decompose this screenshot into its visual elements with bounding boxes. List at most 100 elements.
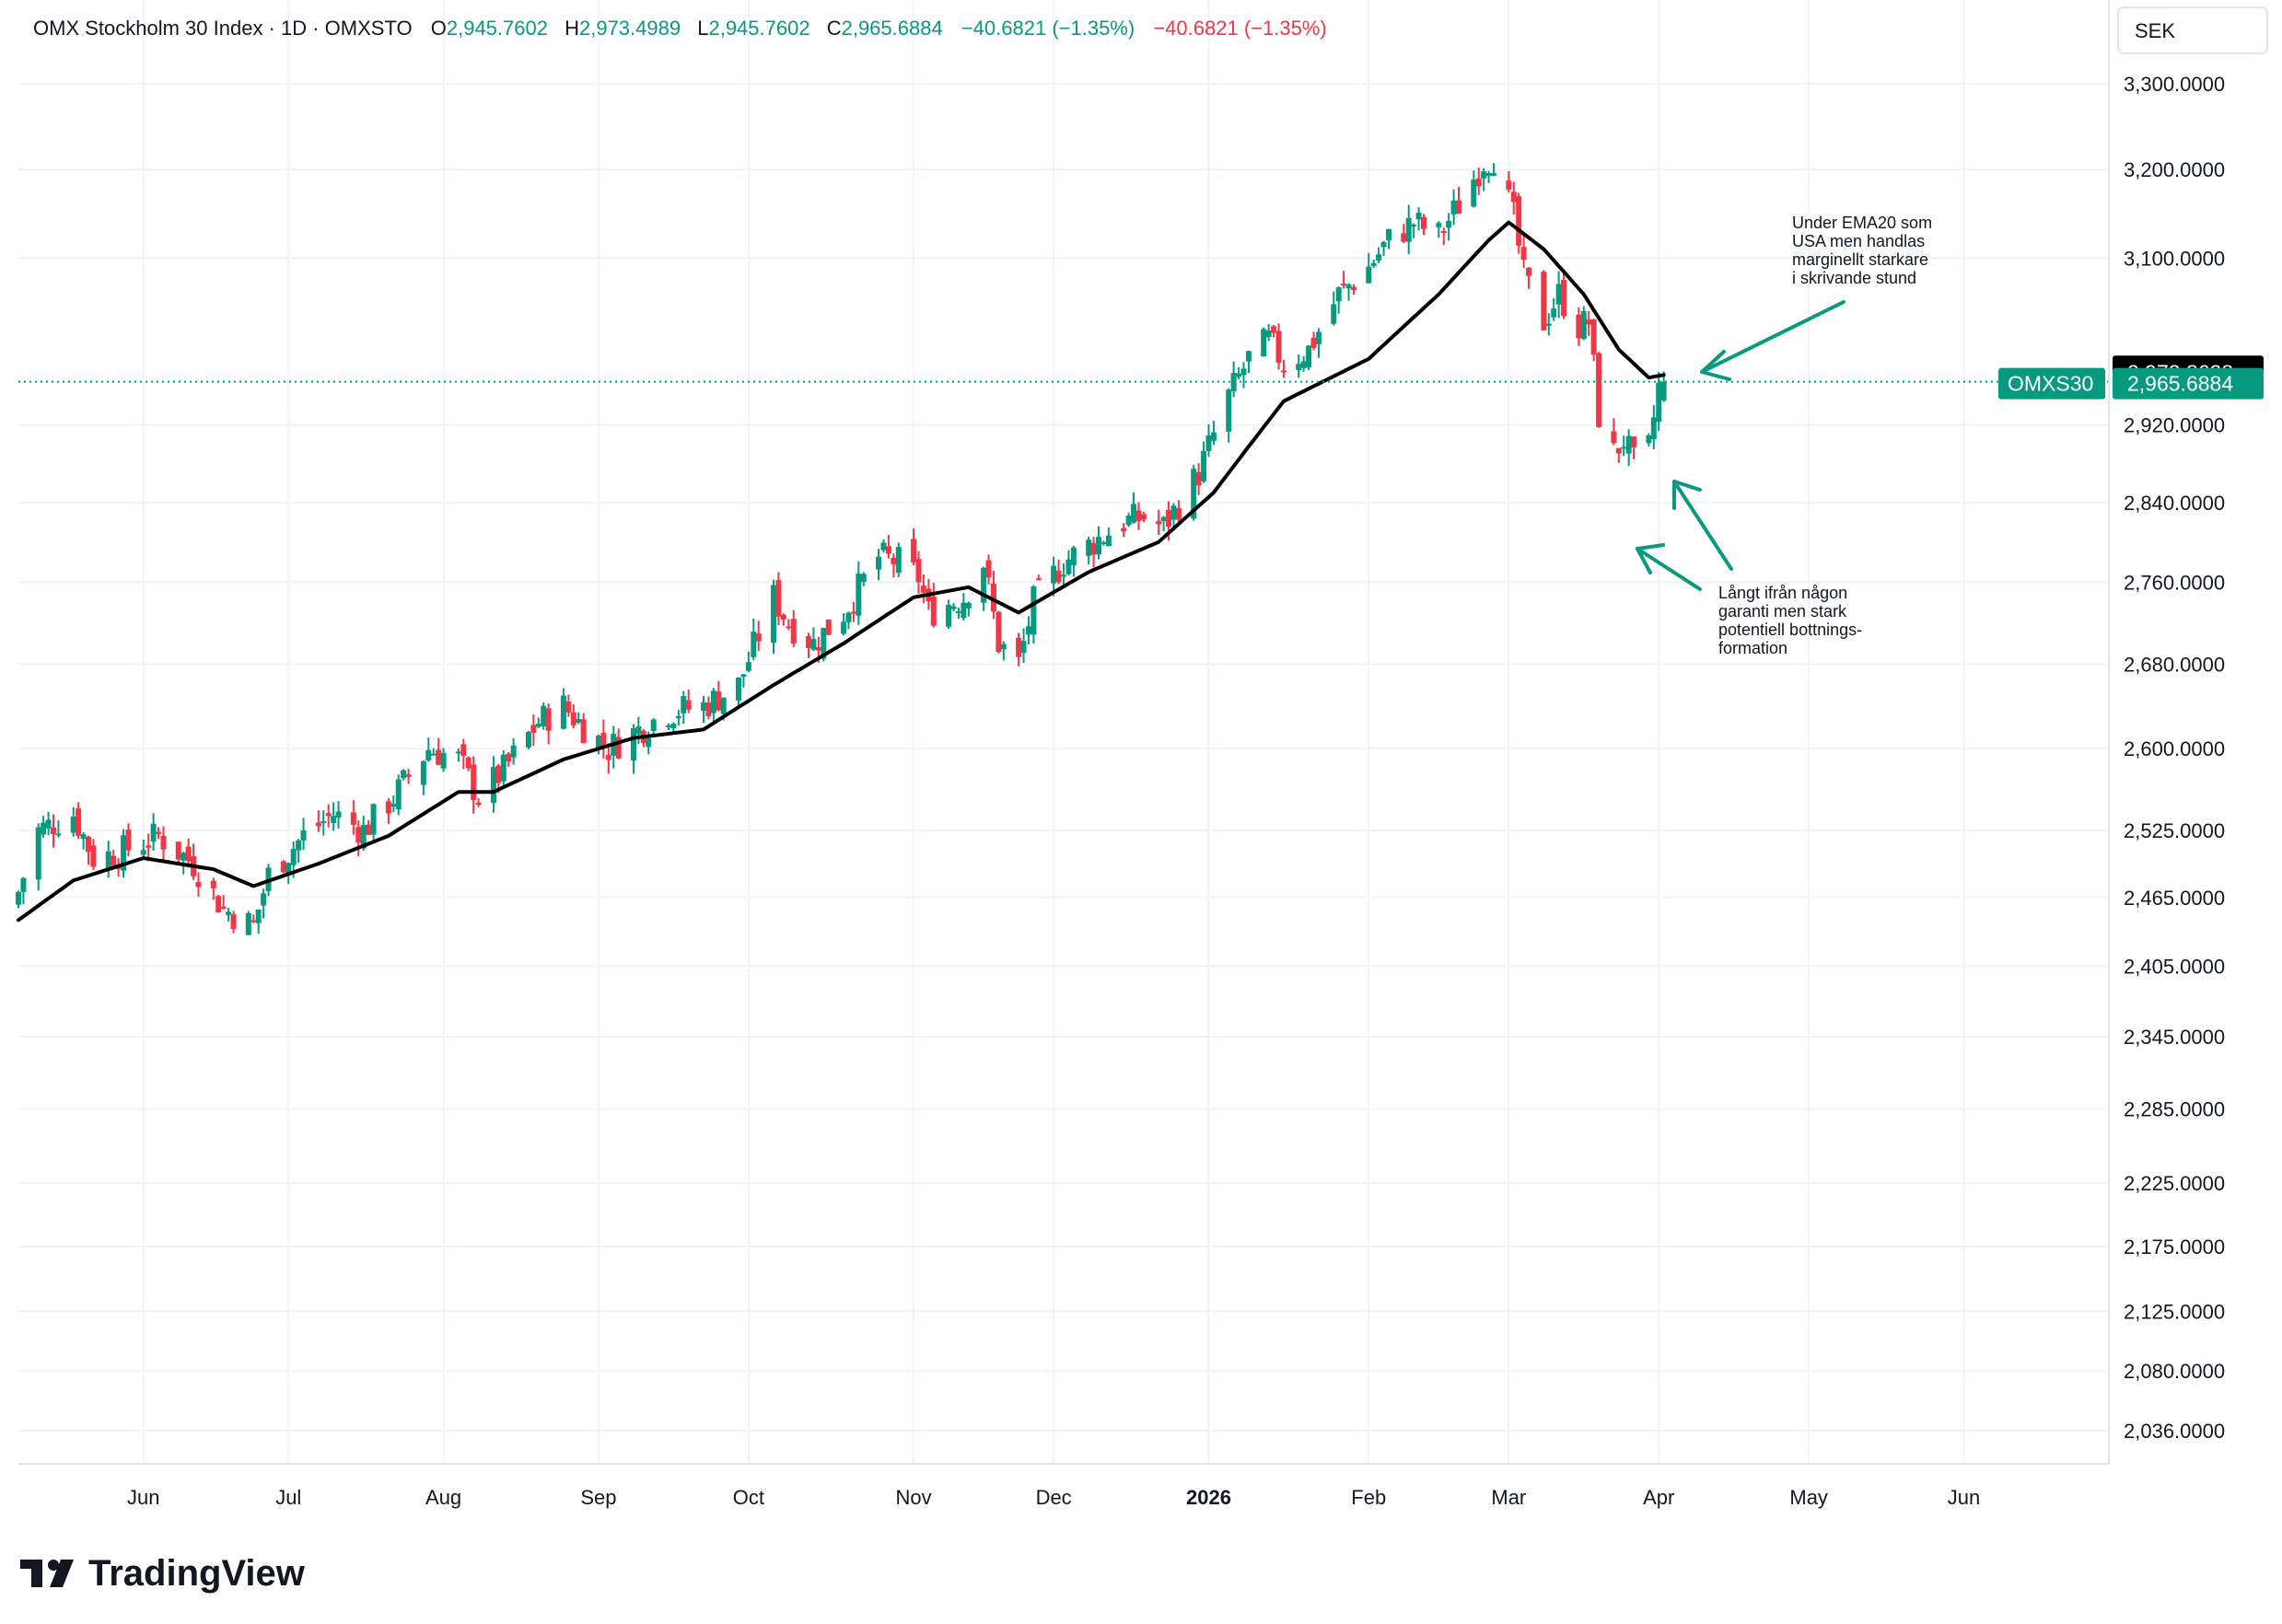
- candle-body[interactable]: [140, 850, 146, 855]
- candle-body[interactable]: [560, 695, 566, 729]
- candle-body[interactable]: [395, 779, 402, 810]
- candle-body[interactable]: [1436, 223, 1442, 227]
- candle-body[interactable]: [1541, 272, 1547, 331]
- candle-body[interactable]: [1615, 447, 1622, 454]
- candle-body[interactable]: [1516, 196, 1522, 246]
- candle-body[interactable]: [745, 662, 751, 671]
- candle-body[interactable]: [790, 619, 797, 644]
- candle-body[interactable]: [1226, 389, 1232, 432]
- candle-body[interactable]: [1376, 254, 1382, 261]
- candle-body[interactable]: [76, 808, 82, 836]
- candle-body[interactable]: [1366, 266, 1372, 284]
- candle-body[interactable]: [41, 822, 47, 835]
- candle-body[interactable]: [650, 719, 657, 732]
- candle-body[interactable]: [775, 580, 782, 618]
- candle-body[interactable]: [1385, 228, 1391, 241]
- candle-body[interactable]: [576, 719, 582, 723]
- candle-body[interactable]: [685, 700, 692, 710]
- candle-body[interactable]: [475, 802, 482, 806]
- annotation-bottom[interactable]: Långt ifrån någon garanti men stark pote…: [1718, 584, 1862, 657]
- candle-body[interactable]: [55, 833, 62, 836]
- candle-body[interactable]: [1105, 535, 1112, 547]
- candle-body[interactable]: [1000, 644, 1007, 650]
- candle-body[interactable]: [1370, 262, 1377, 266]
- candle-body[interactable]: [1440, 231, 1447, 234]
- candle-body[interactable]: [1236, 373, 1242, 377]
- candle-body[interactable]: [385, 801, 391, 814]
- candle-body[interactable]: [1140, 514, 1147, 520]
- candle-body[interactable]: [430, 753, 437, 756]
- candle-body[interactable]: [290, 849, 297, 865]
- candle-body[interactable]: [525, 732, 531, 748]
- candle-body[interactable]: [1055, 570, 1062, 583]
- candle-body[interactable]: [226, 911, 232, 915]
- candle-body[interactable]: [1491, 172, 1497, 176]
- candle-body[interactable]: [510, 745, 517, 758]
- candle-body[interactable]: [1590, 319, 1597, 355]
- candle-body[interactable]: [915, 559, 922, 583]
- candle-body[interactable]: [455, 751, 461, 754]
- candle-body[interactable]: [1025, 626, 1031, 635]
- candle-body[interactable]: [146, 845, 152, 848]
- candle-body[interactable]: [1315, 331, 1321, 344]
- candle-body[interactable]: [180, 853, 187, 861]
- candle-body[interactable]: [876, 556, 882, 570]
- candle-body[interactable]: [806, 635, 812, 648]
- candle-body[interactable]: [1335, 287, 1342, 302]
- candle-body[interactable]: [1545, 323, 1552, 326]
- candle-body[interactable]: [1300, 361, 1307, 368]
- candle-body[interactable]: [1656, 382, 1662, 423]
- candle-body[interactable]: [245, 913, 251, 935]
- candle-body[interactable]: [500, 754, 506, 782]
- candle-body[interactable]: [646, 738, 652, 748]
- candle-body[interactable]: [1510, 191, 1517, 203]
- candle-body[interactable]: [215, 896, 222, 912]
- candle-body[interactable]: [705, 702, 712, 717]
- candle-body[interactable]: [1131, 504, 1137, 523]
- candle-body[interactable]: [210, 880, 216, 888]
- candle-body[interactable]: [950, 606, 957, 609]
- candle-body[interactable]: [1156, 520, 1162, 525]
- candle-body[interactable]: [121, 835, 127, 871]
- candle-body[interactable]: [880, 542, 887, 551]
- candle-body[interactable]: [1446, 220, 1452, 228]
- candle-body[interactable]: [315, 822, 321, 827]
- arrow-bottom-left[interactable]: [1636, 543, 1702, 591]
- candle-body[interactable]: [1350, 286, 1356, 291]
- candle-body[interactable]: [841, 621, 847, 634]
- candle-body[interactable]: [255, 909, 262, 923]
- candle-body[interactable]: [995, 611, 1002, 653]
- candle-body[interactable]: [675, 715, 681, 719]
- candle-body[interactable]: [1051, 565, 1057, 584]
- candle-body[interactable]: [1240, 368, 1247, 376]
- candle-body[interactable]: [1456, 200, 1462, 215]
- candle-body[interactable]: [1481, 171, 1487, 179]
- candle-body[interactable]: [401, 770, 407, 779]
- candle-body[interactable]: [1625, 435, 1632, 454]
- candle-body[interactable]: [1245, 351, 1252, 362]
- candle-body[interactable]: [885, 546, 891, 554]
- candle-body[interactable]: [160, 835, 167, 850]
- candle-body[interactable]: [580, 719, 587, 744]
- arrow-top[interactable]: [1700, 300, 1845, 381]
- candle-body[interactable]: [1195, 471, 1202, 486]
- candle-body[interactable]: [821, 628, 827, 659]
- candle-body[interactable]: [1275, 331, 1282, 364]
- candle-body[interactable]: [595, 736, 601, 750]
- candle-body[interactable]: [1331, 304, 1337, 324]
- candle-body[interactable]: [370, 804, 377, 835]
- candle-body[interactable]: [390, 804, 397, 807]
- candle-body[interactable]: [320, 821, 327, 824]
- candle-body[interactable]: [911, 539, 917, 563]
- candle-body[interactable]: [961, 602, 967, 619]
- candle-body[interactable]: [1310, 338, 1317, 348]
- candle-body[interactable]: [300, 830, 307, 841]
- candle-body[interactable]: [856, 574, 862, 616]
- candles[interactable]: [16, 163, 1667, 935]
- candle-body[interactable]: [350, 812, 356, 825]
- candle-body[interactable]: [681, 696, 687, 713]
- candle-body[interactable]: [780, 614, 786, 620]
- candle-body[interactable]: [981, 567, 987, 603]
- candle-body[interactable]: [710, 690, 716, 713]
- candle-body[interactable]: [1020, 641, 1027, 654]
